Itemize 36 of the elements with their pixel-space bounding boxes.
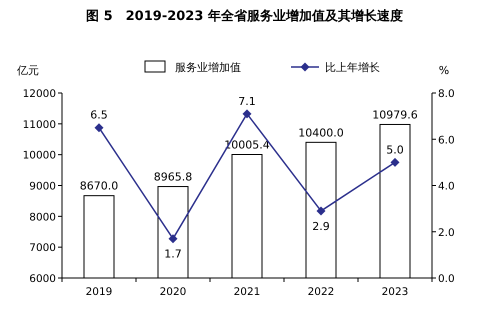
legend-label: 服务业增加值 [175, 61, 241, 74]
point [168, 234, 178, 244]
data-label: 8670.0 [80, 180, 118, 193]
y-tick-label: 10000 [22, 150, 56, 162]
data-label: 7.1 [238, 94, 256, 108]
y-tick-label: 11000 [22, 118, 56, 131]
chart-title: 图 5 2019-2023 年全省服务业增加值及其增长速度 [86, 8, 403, 24]
point [242, 109, 252, 118]
data-label: 1.7 [164, 248, 182, 261]
y2-tick-label: 2.0 [438, 226, 455, 239]
point [94, 123, 104, 132]
y-axis-title: 亿元 [16, 64, 39, 77]
legend-label: 比上年增长 [325, 61, 380, 74]
y-tick-label: 8000 [29, 211, 56, 224]
y-tick-label: 7000 [29, 242, 56, 254]
y2-axis-title: % [438, 64, 450, 77]
data-label: 8965.8 [154, 170, 192, 184]
y-tick-label: 6000 [29, 273, 56, 285]
data-label: 2.9 [312, 220, 330, 233]
y-tick-label: 9000 [29, 180, 56, 192]
y-tick-label: 12000 [22, 88, 56, 100]
y2-tick-label: 4.0 [438, 180, 455, 192]
data-label: 6.5 [90, 108, 108, 122]
y2-tick-label: 0.0 [438, 273, 455, 285]
y2-tick-label: 6.0 [438, 134, 455, 146]
point [390, 158, 400, 167]
x-tick-label: 2020 [160, 286, 186, 298]
data-label: 10400.0 [298, 126, 344, 140]
x-tick-label: 2021 [234, 286, 260, 298]
x-tick-label: 2023 [382, 286, 408, 298]
data-label: 10979.6 [372, 108, 418, 122]
data-label: 5.0 [386, 143, 404, 156]
x-tick-label: 2022 [308, 286, 334, 298]
x-tick-label: 2019 [86, 286, 112, 298]
y2-tick-label: 8.0 [438, 88, 455, 100]
point [316, 206, 326, 216]
